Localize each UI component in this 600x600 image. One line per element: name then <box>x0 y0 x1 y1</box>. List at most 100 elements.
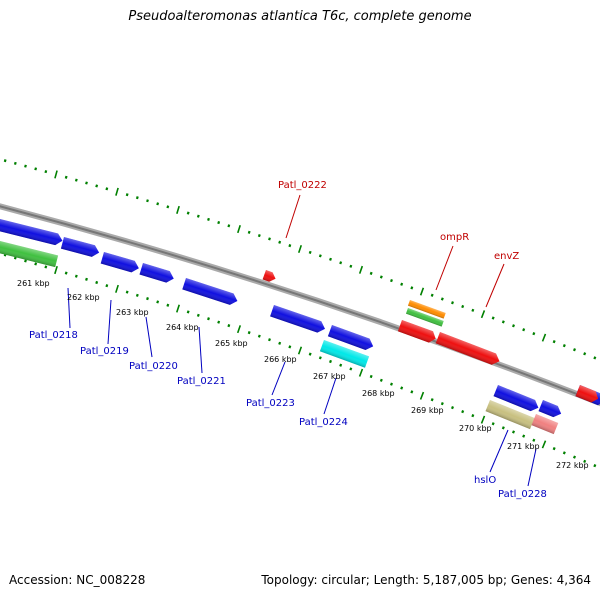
minor-tick <box>186 211 190 215</box>
label-leader-line <box>435 245 454 291</box>
label-leader-line <box>285 194 301 239</box>
gene-label-patl-0218: Patl_0218 <box>29 330 78 341</box>
minor-tick <box>217 320 221 324</box>
minor-tick <box>552 340 556 344</box>
minor-tick <box>135 196 139 200</box>
gene-arrow-orange <box>407 300 446 319</box>
minor-tick <box>339 363 343 367</box>
major-tick <box>297 244 303 254</box>
kbp-label: 263 kbp <box>116 308 149 317</box>
minor-tick <box>34 167 38 171</box>
minor-tick <box>339 261 343 265</box>
minor-tick <box>400 282 404 286</box>
minor-tick <box>440 297 444 301</box>
major-tick <box>480 310 486 319</box>
minor-tick <box>247 331 251 335</box>
minor-tick <box>44 265 48 269</box>
minor-tick <box>491 316 495 320</box>
minor-tick <box>430 293 434 297</box>
minor-tick <box>512 324 515 328</box>
minor-tick <box>308 250 312 254</box>
major-tick <box>54 265 58 275</box>
gene-label-hslo: hslO <box>474 475 496 486</box>
minor-tick <box>349 367 353 371</box>
major-tick <box>541 333 547 342</box>
minor-tick <box>532 332 536 336</box>
minor-tick <box>583 352 587 356</box>
gene-label-patl-0224: Patl_0224 <box>299 417 348 428</box>
label-leader-line <box>323 377 337 415</box>
kbp-label: 267 kbp <box>313 372 346 381</box>
kbp-label: 264 kbp <box>166 323 199 332</box>
minor-tick <box>390 278 393 283</box>
minor-tick <box>532 438 536 442</box>
major-tick <box>175 304 181 313</box>
minor-tick <box>501 426 505 430</box>
gene-arrow-g9 <box>538 400 562 418</box>
kbp-label: 272 kbp <box>556 461 589 470</box>
inner-tick-ring <box>3 253 597 468</box>
kbp-label: 261 kbp <box>17 279 50 288</box>
minor-tick <box>13 161 17 165</box>
minor-tick <box>593 356 597 360</box>
kbp-label: 262 kbp <box>67 293 100 302</box>
gene-label-patl-0223: Patl_0223 <box>246 398 295 409</box>
minor-tick <box>410 390 414 394</box>
kbp-label: 266 kbp <box>264 355 297 364</box>
kbp-labels: 261 kbp 262 kbp 263 kbp 264 kbp 265 kbp 266 k… <box>17 279 589 470</box>
major-tick <box>297 346 303 355</box>
gene-arrow-g2 <box>60 237 100 257</box>
label-leader-line <box>489 429 509 473</box>
minor-tick <box>217 221 221 225</box>
minor-tick <box>105 187 109 191</box>
gene-label-patl-0219: Patl_0219 <box>80 346 129 357</box>
major-tick <box>236 325 242 334</box>
minor-tick <box>471 414 475 418</box>
gene-arrow-pink <box>531 414 559 435</box>
kbp-label: 271 kbp <box>507 442 540 451</box>
minor-tick <box>105 284 109 288</box>
genome-backbone <box>0 203 600 407</box>
gene-features <box>0 218 600 435</box>
topology-summary: Topology: circular; Length: 5,187,005 bp… <box>261 573 591 587</box>
minor-tick <box>369 271 373 275</box>
gene-labels: Patl_0222ompRenvZPatl_0218Patl_0219Patl_… <box>29 180 547 500</box>
minor-tick <box>268 237 271 241</box>
minor-tick <box>562 344 566 348</box>
major-tick <box>115 187 119 196</box>
major-tick <box>419 287 425 296</box>
minor-tick <box>156 202 160 206</box>
label-leader-line <box>67 287 71 329</box>
minor-tick <box>461 410 465 414</box>
gene-arrow-green2 <box>405 308 444 327</box>
major-tick <box>419 391 425 400</box>
minor-tick <box>207 217 210 221</box>
minor-tick <box>451 301 454 305</box>
gene-arrow-g4 <box>139 263 174 283</box>
minor-tick <box>318 356 322 360</box>
major-tick <box>358 368 364 377</box>
major-tick <box>541 440 547 449</box>
minor-tick <box>125 193 129 197</box>
gene-label-patl-0228: Patl_0228 <box>498 489 547 500</box>
minor-tick <box>491 422 495 426</box>
minor-tick <box>24 259 27 263</box>
minor-tick <box>95 184 99 188</box>
minor-tick <box>400 386 404 390</box>
minor-tick <box>146 199 149 203</box>
gene-arrow-red3 <box>575 385 599 403</box>
minor-tick <box>461 304 465 309</box>
minor-tick <box>308 352 312 356</box>
label-leader-line <box>527 448 537 487</box>
minor-tick <box>390 382 393 386</box>
gene-arrow-green1 <box>0 240 59 268</box>
gene-arrow-g6 <box>270 305 325 333</box>
kbp-label: 269 kbp <box>411 406 444 415</box>
minor-tick <box>207 317 210 321</box>
minor-tick <box>34 262 38 266</box>
gene-label-envz: envZ <box>494 251 519 262</box>
minor-tick <box>593 464 597 468</box>
gene-label-ompr: ompR <box>440 232 469 243</box>
minor-tick <box>410 286 414 290</box>
minor-tick <box>562 451 566 455</box>
